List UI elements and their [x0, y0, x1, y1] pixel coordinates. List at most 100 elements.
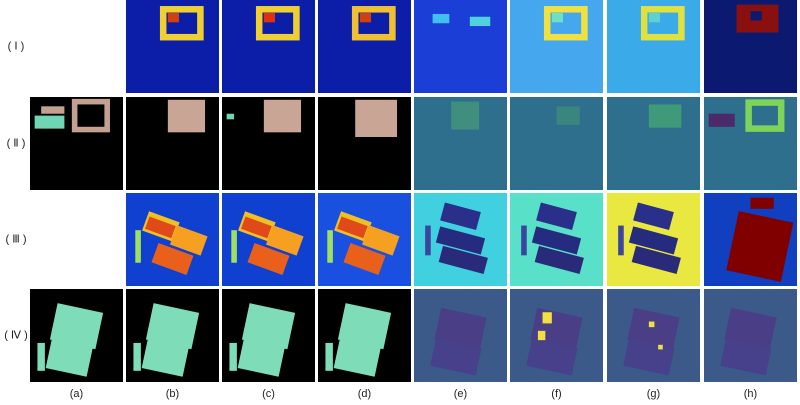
region [343, 243, 386, 276]
region [430, 338, 482, 376]
region [648, 321, 655, 328]
region [537, 330, 546, 341]
region [167, 99, 206, 133]
column-label: (h) [744, 388, 757, 400]
region [425, 225, 431, 256]
column-label: (g) [647, 388, 660, 400]
image-panel [318, 97, 411, 190]
region [229, 342, 237, 371]
region [263, 99, 302, 133]
region [167, 13, 180, 23]
region [337, 216, 368, 239]
region [628, 226, 679, 255]
image-panel [510, 289, 603, 382]
region [750, 11, 762, 21]
region [226, 113, 235, 120]
row-label: ( Ⅲ ) [5, 233, 26, 245]
image-panel [222, 97, 315, 190]
region [141, 336, 190, 377]
column-label: (c) [262, 388, 275, 400]
column-label: (f) [551, 388, 561, 400]
image-panel [704, 193, 797, 286]
region [469, 16, 491, 27]
region [648, 13, 661, 23]
row-label: ( Ⅰ ) [8, 40, 25, 52]
region [41, 106, 65, 114]
region [247, 243, 290, 276]
region [255, 6, 300, 41]
region [325, 342, 333, 371]
image-panel [318, 0, 411, 94]
image-panel [510, 193, 603, 286]
region [438, 245, 488, 275]
image-panel [704, 0, 797, 94]
region [351, 6, 396, 41]
region [432, 13, 450, 24]
image-panel [318, 289, 411, 382]
column-label: (a) [70, 388, 83, 400]
region [631, 245, 681, 275]
region [726, 211, 794, 282]
region [658, 344, 663, 350]
region [526, 338, 578, 376]
region [265, 225, 304, 256]
region [542, 312, 552, 324]
region [556, 106, 580, 125]
region [135, 230, 141, 263]
row-label: ( Ⅳ ) [4, 329, 28, 341]
image-panel [126, 289, 219, 382]
region [327, 230, 333, 263]
image-panel [126, 193, 219, 286]
region [724, 307, 777, 350]
image-panel [510, 97, 603, 190]
image-panel [30, 289, 124, 382]
region [551, 13, 564, 23]
region [34, 115, 65, 129]
image-panel [318, 193, 411, 286]
image-panel [510, 0, 603, 94]
region [169, 225, 208, 256]
region [237, 336, 286, 377]
region [231, 230, 237, 263]
image-panel [414, 193, 507, 286]
panel-background [510, 97, 603, 190]
region [145, 303, 200, 350]
region [521, 225, 527, 256]
region [151, 243, 194, 276]
image-panel [222, 193, 315, 286]
region [750, 197, 774, 209]
region [359, 13, 372, 23]
region [531, 226, 582, 255]
image-panel [222, 0, 315, 94]
image-panel [30, 97, 124, 190]
region [640, 6, 685, 41]
region [45, 336, 94, 377]
image-panel [222, 289, 315, 382]
region [37, 342, 45, 371]
region [543, 6, 588, 41]
region [263, 13, 276, 23]
image-panel [607, 97, 700, 190]
region [355, 99, 398, 137]
image-panel [414, 0, 507, 94]
column-label: (b) [166, 388, 179, 400]
panel-background [414, 0, 507, 94]
image-panel [704, 97, 797, 190]
image-panel [607, 0, 700, 94]
region [648, 104, 682, 128]
region [361, 225, 400, 256]
region [451, 101, 480, 130]
row-label: ( Ⅱ ) [7, 137, 26, 149]
region [145, 216, 176, 239]
region [71, 98, 110, 133]
image-panel [414, 97, 507, 190]
region [627, 307, 680, 350]
column-label: (d) [358, 388, 371, 400]
region [159, 6, 204, 41]
image-panel [126, 97, 219, 190]
region [618, 225, 624, 256]
region [745, 99, 785, 132]
image-panel [126, 0, 219, 94]
column-label: (e) [454, 388, 467, 400]
